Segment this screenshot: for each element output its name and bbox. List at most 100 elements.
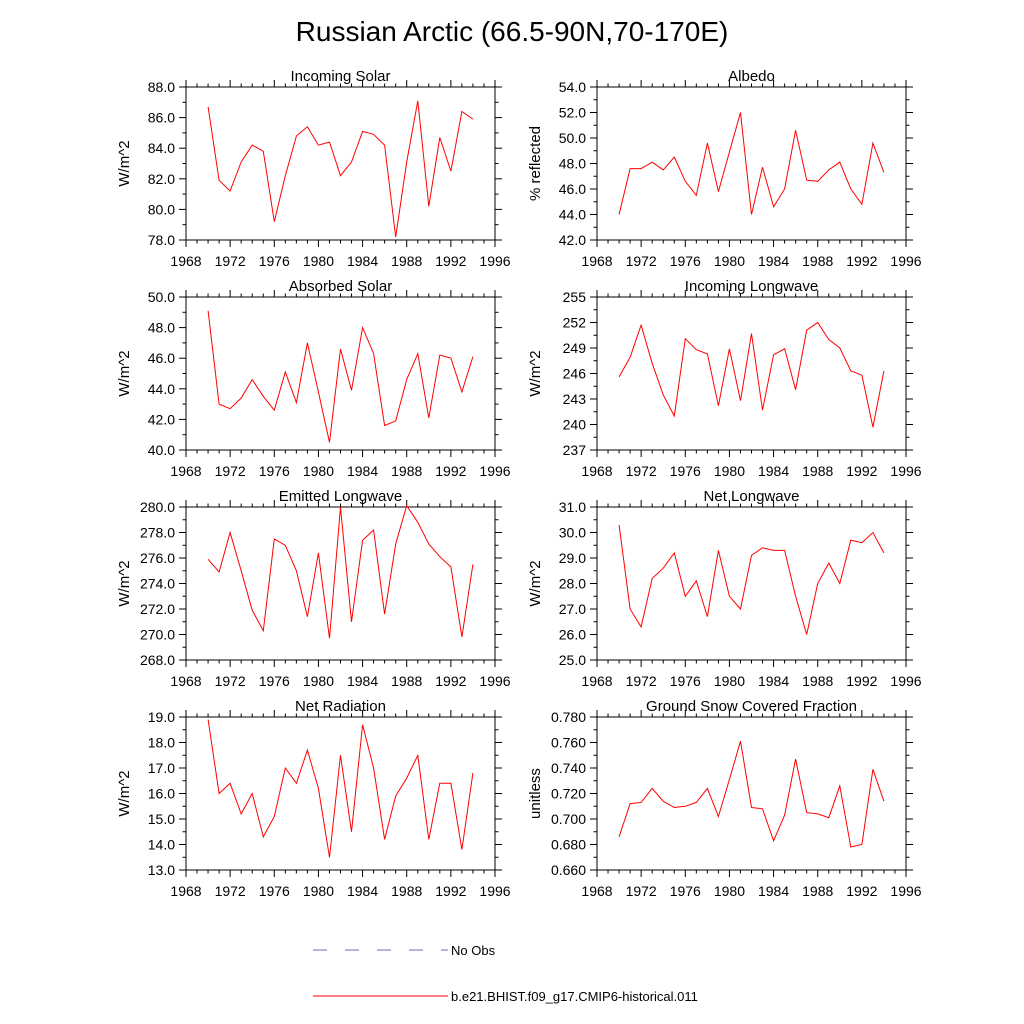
net-longwave-xtick-label: 1976 <box>670 673 701 689</box>
absorbed-solar-series-line <box>207 310 474 443</box>
absorbed-solar-xtick-label: 1988 <box>391 463 422 479</box>
incoming-longwave-xtick-label: 1996 <box>890 463 921 479</box>
ground-snow-covered-fraction-xtick-label: 1972 <box>626 883 657 899</box>
absorbed-solar-ytick-label: 46.0 <box>148 350 175 366</box>
albedo-series-line <box>618 112 885 215</box>
ground-snow-covered-fraction-plot-frame <box>596 716 907 871</box>
emitted-longwave-title: Emitted Longwave <box>279 488 402 505</box>
albedo-xtick-label: 1980 <box>714 253 745 269</box>
emitted-longwave-ytick-label: 278.0 <box>140 525 175 541</box>
net-radiation-ytick-label: 19.0 <box>148 709 175 725</box>
incoming-solar-ytick-label: 80.0 <box>148 201 175 217</box>
incoming-longwave-ytick-label: 243 <box>563 391 587 407</box>
albedo-ytick-label: 42.0 <box>559 232 586 248</box>
emitted-longwave-xtick-label: 1972 <box>215 673 246 689</box>
emitted-longwave-series-line <box>207 504 474 639</box>
ground-snow-covered-fraction-title: Ground Snow Covered Fraction <box>646 698 857 715</box>
panel-grid: Incoming Solar W/m^2 1968 1972 1976 1980 1984 1… <box>116 68 922 899</box>
albedo-xtick-label: 1968 <box>581 253 612 269</box>
incoming-solar-series-line <box>207 100 474 237</box>
incoming-solar-title: Incoming Solar <box>290 68 390 85</box>
absorbed-solar-xtick-label: 1972 <box>215 463 246 479</box>
legend: No Obs b.e21.BHIST.f09_g17.CMIP6-histori… <box>313 943 698 1004</box>
incoming-solar-xtick-label: 1984 <box>347 253 378 269</box>
incoming-solar-xtick-label: 1980 <box>303 253 334 269</box>
panel-incoming-solar: Incoming Solar W/m^2 1968 1972 1976 1980 1984 1… <box>116 68 511 269</box>
net-longwave-title: Net Longwave <box>704 488 800 505</box>
net-radiation-xtick-label: 1984 <box>347 883 378 899</box>
incoming-longwave-xtick-label: 1988 <box>802 463 833 479</box>
ground-snow-covered-fraction-xtick-label: 1992 <box>846 883 877 899</box>
net-longwave-xtick-label: 1992 <box>846 673 877 689</box>
ground-snow-covered-fraction-ytick-label: 0.720 <box>551 786 586 802</box>
ground-snow-covered-fraction-series-line <box>618 741 885 848</box>
albedo-ytick-label: 50.0 <box>559 130 586 146</box>
absorbed-solar-ytick-label: 42.0 <box>148 411 175 427</box>
albedo-ytick-label: 52.0 <box>559 105 586 121</box>
incoming-solar-xtick-label: 1996 <box>479 253 510 269</box>
emitted-longwave-plot-frame <box>185 506 496 661</box>
absorbed-solar-ytick-label: 44.0 <box>148 381 175 397</box>
albedo-xtick-label: 1996 <box>890 253 921 269</box>
incoming-longwave-xtick-label: 1976 <box>670 463 701 479</box>
emitted-longwave-ytick-label: 274.0 <box>140 576 175 592</box>
albedo-plot-frame <box>596 86 907 241</box>
emitted-longwave-xtick-label: 1996 <box>479 673 510 689</box>
panel-emitted-longwave: Emitted Longwave W/m^2 1968 1972 1976 1980 198… <box>116 488 511 689</box>
ground-snow-covered-fraction-xtick-label: 1980 <box>714 883 745 899</box>
incoming-solar-ytick-label: 88.0 <box>148 79 175 95</box>
ground-snow-covered-fraction-ytick-label: 0.700 <box>551 811 586 827</box>
ground-snow-covered-fraction-ytick-label: 0.780 <box>551 709 586 725</box>
net-radiation-title: Net Radiation <box>295 698 386 715</box>
incoming-solar-xtick-label: 1968 <box>170 253 201 269</box>
albedo-xtick-label: 1984 <box>758 253 789 269</box>
net-radiation-xtick-label: 1996 <box>479 883 510 899</box>
ground-snow-covered-fraction-xtick-label: 1996 <box>890 883 921 899</box>
panel-absorbed-solar: Absorbed Solar W/m^2 1968 1972 1976 1980 1984 1… <box>116 278 511 479</box>
net-radiation-ytick-label: 16.0 <box>148 786 175 802</box>
net-longwave-ylabel: W/m^2 <box>527 560 544 606</box>
net-longwave-ytick-label: 31.0 <box>559 499 586 515</box>
net-radiation-ytick-label: 17.0 <box>148 760 175 776</box>
emitted-longwave-ytick-label: 268.0 <box>140 652 175 668</box>
albedo-ytick-label: 48.0 <box>559 156 586 172</box>
ground-snow-covered-fraction-ytick-label: 0.660 <box>551 862 586 878</box>
albedo-ytick-label: 54.0 <box>559 79 586 95</box>
ground-snow-covered-fraction-ytick-label: 0.760 <box>551 735 586 751</box>
panel-albedo: Albedo % reflected 1968 1972 1976 1980 1984 198… <box>527 68 922 269</box>
albedo-xtick-label: 1972 <box>626 253 657 269</box>
incoming-solar-ytick-label: 84.0 <box>148 140 175 156</box>
albedo-xtick-label: 1988 <box>802 253 833 269</box>
incoming-solar-xtick-label: 1988 <box>391 253 422 269</box>
incoming-longwave-ytick-label: 246 <box>563 366 587 382</box>
emitted-longwave-xtick-label: 1984 <box>347 673 378 689</box>
net-radiation-xtick-label: 1976 <box>259 883 290 899</box>
albedo-xtick-label: 1976 <box>670 253 701 269</box>
incoming-longwave-ytick-label: 249 <box>563 340 587 356</box>
emitted-longwave-xtick-label: 1976 <box>259 673 290 689</box>
net-longwave-ytick-label: 25.0 <box>559 652 586 668</box>
ground-snow-covered-fraction-ylabel: unitless <box>527 768 544 819</box>
net-radiation-xtick-label: 1980 <box>303 883 334 899</box>
net-longwave-series-line <box>618 524 885 635</box>
net-radiation-xtick-label: 1972 <box>215 883 246 899</box>
incoming-longwave-ytick-label: 255 <box>563 289 587 305</box>
net-longwave-xtick-label: 1980 <box>714 673 745 689</box>
net-longwave-xtick-label: 1984 <box>758 673 789 689</box>
absorbed-solar-xtick-label: 1996 <box>479 463 510 479</box>
absorbed-solar-ytick-label: 40.0 <box>148 442 175 458</box>
incoming-longwave-ytick-label: 240 <box>563 417 587 433</box>
albedo-ylabel: % reflected <box>527 126 544 201</box>
albedo-title: Albedo <box>728 68 775 85</box>
incoming-solar-ytick-label: 78.0 <box>148 232 175 248</box>
emitted-longwave-ytick-label: 272.0 <box>140 601 175 617</box>
net-radiation-xtick-label: 1988 <box>391 883 422 899</box>
panel-ground-snow-covered-fraction: Ground Snow Covered Fraction unitless 1968… <box>527 698 922 899</box>
incoming-longwave-xtick-label: 1972 <box>626 463 657 479</box>
incoming-solar-ytick-label: 86.0 <box>148 110 175 126</box>
incoming-solar-xtick-label: 1972 <box>215 253 246 269</box>
legend-model-label: b.e21.BHIST.f09_g17.CMIP6-historical.011 <box>451 989 698 1004</box>
net-longwave-ytick-label: 28.0 <box>559 576 586 592</box>
panel-net-longwave: Net Longwave W/m^2 1968 1972 1976 1980 1984 198… <box>527 488 922 689</box>
emitted-longwave-xtick-label: 1968 <box>170 673 201 689</box>
